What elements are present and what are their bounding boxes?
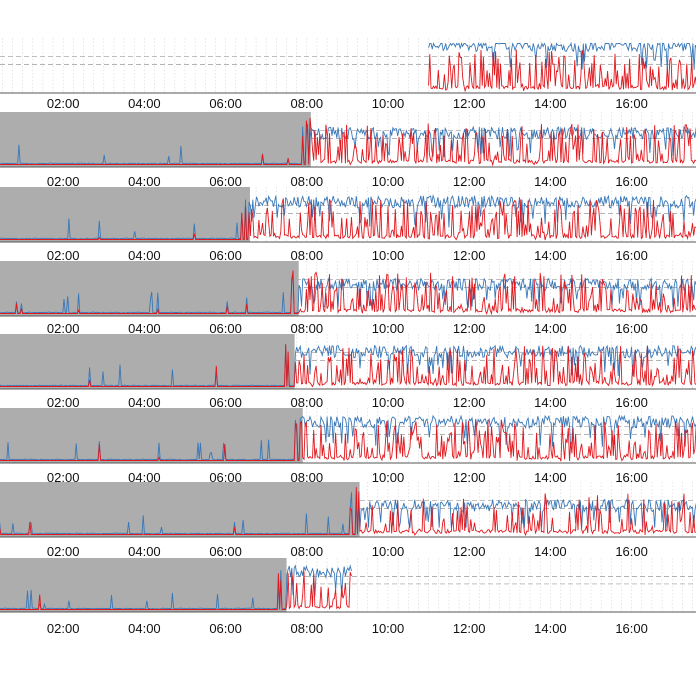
series-red xyxy=(0,270,696,316)
panel-4: 02:00 04:00 06:00 08:00 10:00 12:00 14:00 16:00… xyxy=(0,261,696,336)
x-tick-label: 12:00 xyxy=(453,621,486,636)
x-tick-label: 06:00 xyxy=(209,174,242,189)
x-tick-label: 08:00 xyxy=(291,395,324,410)
series-blue xyxy=(0,194,696,240)
x-tick-label: 02:00 xyxy=(47,544,80,559)
x-tick-label: 14:00 xyxy=(534,470,567,485)
x-tick-label: 14:00 xyxy=(534,96,567,111)
x-tick-label: 16:00 xyxy=(615,544,648,559)
x-tick-label: 08:00 xyxy=(291,248,324,263)
x-tick-label: 12:00 xyxy=(453,395,486,410)
x-tick-label: 04:00 xyxy=(128,544,161,559)
x-tick-label: 10:00 xyxy=(372,470,405,485)
x-tick-label: 08:00 xyxy=(291,96,324,111)
x-tick-label: 14:00 xyxy=(534,395,567,410)
x-tick-label: 08:00 xyxy=(291,621,324,636)
panel-5: 02:00 04:00 06:00 08:00 10:00 12:00 14:00 16:00… xyxy=(0,334,696,410)
x-tick-label: 10:00 xyxy=(372,395,405,410)
x-tick-label: 02:00 xyxy=(47,248,80,263)
shaded-region xyxy=(0,261,299,316)
x-tick-label: 16:00 xyxy=(615,174,648,189)
series-red xyxy=(0,487,696,537)
x-tick-label: 04:00 xyxy=(128,321,161,336)
x-tick-label: 14:00 xyxy=(534,174,567,189)
x-tick-label: 16:00 xyxy=(615,470,648,485)
x-tick-label: 08:00 xyxy=(291,544,324,559)
x-tick-label: 02:00 xyxy=(47,174,80,189)
x-tick-label: 02:00 xyxy=(47,321,80,336)
series-blue xyxy=(0,564,352,610)
x-tick-label: 04:00 xyxy=(128,96,161,111)
series-blue xyxy=(0,414,696,461)
x-tick-label: 04:00 xyxy=(128,621,161,636)
x-tick-label: 16:00 xyxy=(615,395,648,410)
x-tick-label: 14:00 xyxy=(534,248,567,263)
panel-1: 02:00 04:00 06:00 08:00 10:00 12:00 14:00 16:00… xyxy=(0,38,696,111)
x-tick-label: 16:00 xyxy=(615,248,648,263)
x-tick-label: 14:00 xyxy=(534,621,567,636)
series-red xyxy=(0,343,696,388)
x-tick-label: 04:00 xyxy=(128,174,161,189)
x-tick-label: 12:00 xyxy=(453,248,486,263)
series-blue xyxy=(0,276,696,314)
x-tick-label: 12:00 xyxy=(453,544,486,559)
x-tick-label: 04:00 xyxy=(128,470,161,485)
x-tick-label: 08:00 xyxy=(291,470,324,485)
x-tick-label: 10:00 xyxy=(372,96,405,111)
x-tick-label: 16:00 xyxy=(615,621,648,636)
panel-7: 02:00 04:00 06:00 08:00 10:00 12:00 14:00 16:00… xyxy=(0,482,696,559)
series-blue xyxy=(0,344,696,387)
x-tick-label: 06:00 xyxy=(209,96,242,111)
x-tick-label: 06:00 xyxy=(209,470,242,485)
series-red xyxy=(428,49,696,93)
x-tick-label: 10:00 xyxy=(372,321,405,336)
x-tick-label: 06:00 xyxy=(209,248,242,263)
shaded-region xyxy=(0,408,303,463)
shaded-region xyxy=(0,112,311,167)
x-tick-label: 10:00 xyxy=(372,248,405,263)
x-tick-label: 04:00 xyxy=(128,248,161,263)
panel-2: 02:00 04:00 06:00 08:00 10:00 12:00 14:00 16:00… xyxy=(0,112,696,189)
series-red xyxy=(0,419,696,462)
shaded-region xyxy=(0,482,360,537)
x-tick-label: 16:00 xyxy=(615,96,648,111)
x-tick-label: 02:00 xyxy=(47,395,80,410)
x-tick-label: 06:00 xyxy=(209,321,242,336)
x-tick-label: 06:00 xyxy=(209,621,242,636)
x-tick-label: 02:00 xyxy=(47,470,80,485)
series-blue xyxy=(428,42,696,71)
x-tick-label: 12:00 xyxy=(453,470,486,485)
x-tick-label: 14:00 xyxy=(534,544,567,559)
x-tick-label: 14:00 xyxy=(534,321,567,336)
series-red xyxy=(0,198,696,241)
x-tick-label: 08:00 xyxy=(291,321,324,336)
x-tick-label: 08:00 xyxy=(291,174,324,189)
x-tick-label: 06:00 xyxy=(209,544,242,559)
shaded-region xyxy=(0,334,295,389)
series-red xyxy=(0,571,352,611)
x-tick-label: 16:00 xyxy=(615,321,648,336)
x-tick-label: 04:00 xyxy=(128,395,161,410)
panel-6: 02:00 04:00 06:00 08:00 10:00 12:00 14:00 16:00… xyxy=(0,408,696,485)
x-tick-label: 06:00 xyxy=(209,395,242,410)
shaded-region xyxy=(0,187,250,242)
series-blue xyxy=(0,492,696,535)
series-red xyxy=(0,117,696,167)
panel-3: 02:00 04:00 06:00 08:00 10:00 12:00 14:00 16:00… xyxy=(0,187,696,263)
panel-8: 02:00 04:00 06:00 08:00 10:00 12:00 14:00 16:00… xyxy=(0,558,696,636)
shaded-region xyxy=(0,558,287,612)
x-tick-label: 02:00 xyxy=(47,621,80,636)
x-tick-label: 10:00 xyxy=(372,544,405,559)
series-blue xyxy=(0,124,696,165)
x-tick-label: 12:00 xyxy=(453,96,486,111)
x-tick-label: 12:00 xyxy=(453,174,486,189)
x-tick-label: 10:00 xyxy=(372,621,405,636)
x-tick-label: 12:00 xyxy=(453,321,486,336)
x-tick-label: 10:00 xyxy=(372,174,405,189)
x-tick-label: 02:00 xyxy=(47,96,80,111)
